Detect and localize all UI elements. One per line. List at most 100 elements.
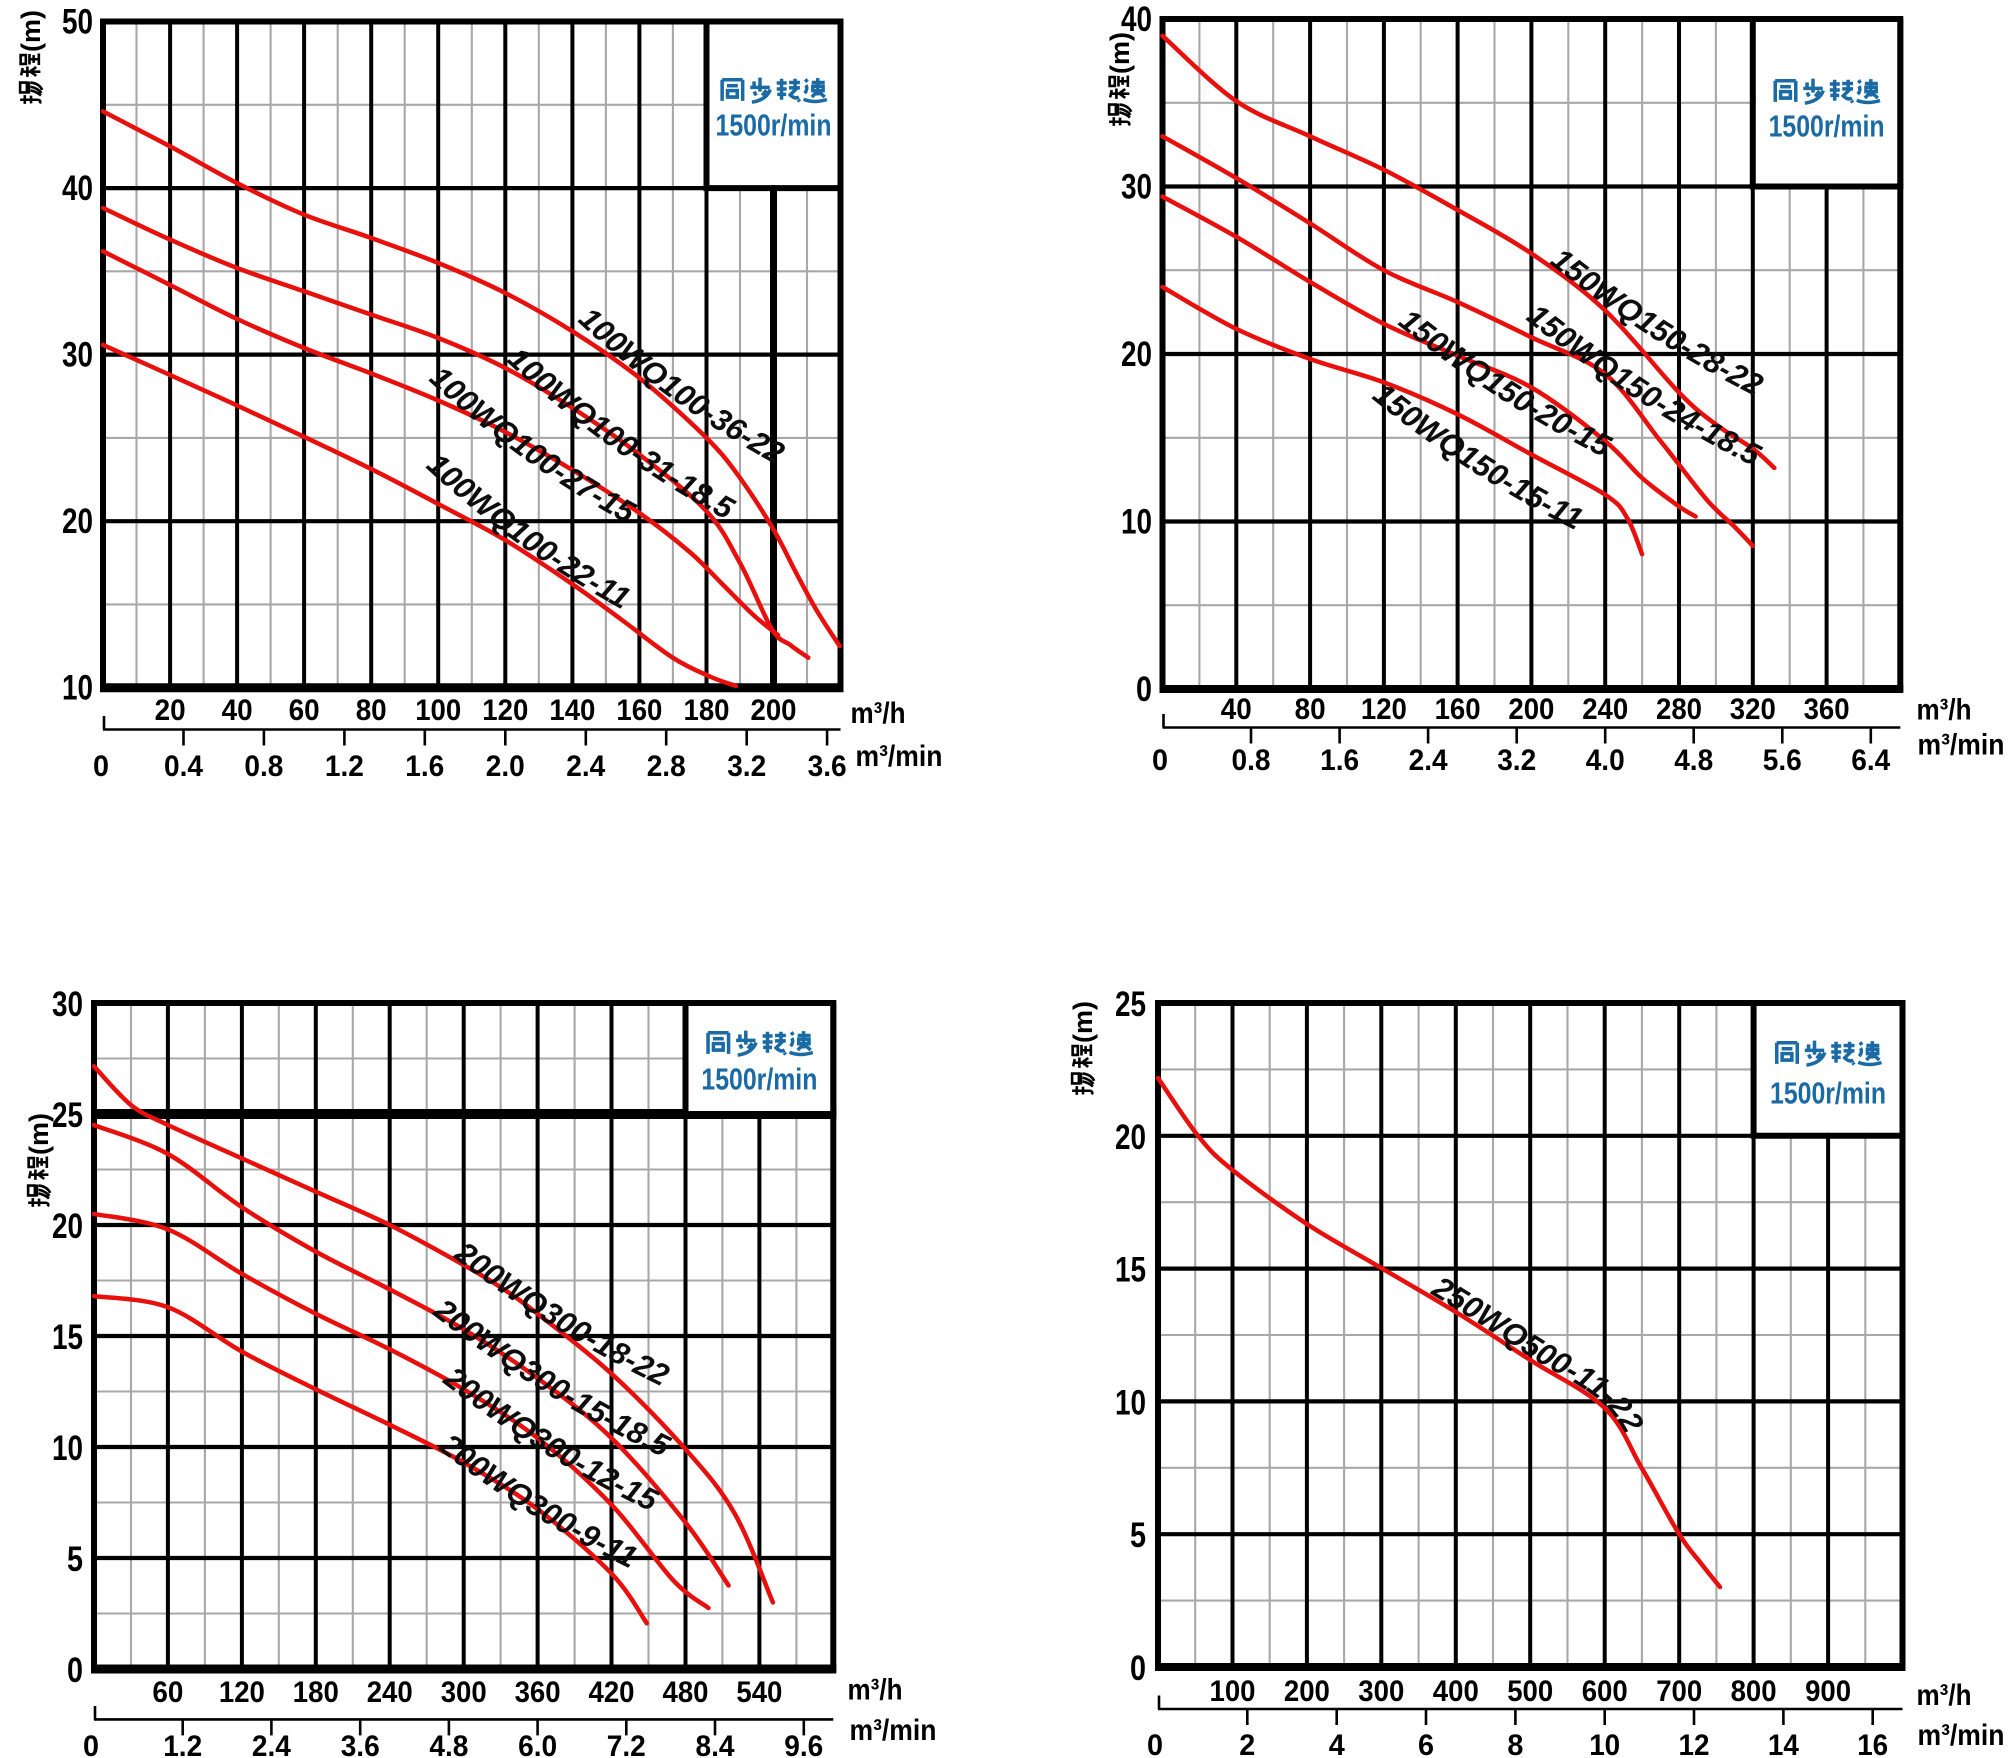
svg-text:3.6: 3.6 [808, 750, 847, 783]
svg-text:6.0: 6.0 [518, 1730, 557, 1758]
svg-text:0: 0 [1152, 744, 1168, 777]
svg-text:80: 80 [1295, 693, 1326, 726]
svg-text:250WQ500-11-22: 250WQ500-11-22 [1426, 1269, 1651, 1438]
svg-text:60: 60 [152, 1676, 183, 1709]
svg-text:0.8: 0.8 [1232, 744, 1271, 777]
svg-text:40: 40 [222, 694, 253, 727]
svg-text:240: 240 [1582, 693, 1628, 726]
svg-text:6.4: 6.4 [1851, 744, 1890, 777]
svg-text:300: 300 [1358, 1675, 1404, 1708]
svg-text:20: 20 [1121, 335, 1152, 374]
svg-text:160: 160 [616, 694, 662, 727]
svg-text:0: 0 [67, 1651, 83, 1690]
svg-text:60: 60 [289, 694, 320, 727]
svg-text:2: 2 [1239, 1729, 1255, 1758]
svg-text:30: 30 [1121, 168, 1152, 207]
svg-text:400: 400 [1433, 1675, 1479, 1708]
svg-text:(m): (m) [1105, 32, 1135, 74]
svg-text:180: 180 [293, 1676, 339, 1709]
svg-text:360: 360 [515, 1676, 561, 1709]
svg-text:30: 30 [52, 985, 83, 1024]
svg-text:10: 10 [1121, 503, 1152, 542]
svg-text:1500r/min: 1500r/min [716, 108, 832, 143]
svg-text:120: 120 [482, 694, 528, 727]
svg-text:8.4: 8.4 [696, 1730, 735, 1758]
svg-text:2.4: 2.4 [252, 1730, 291, 1758]
svg-text:20: 20 [52, 1207, 83, 1246]
svg-text:4.0: 4.0 [1586, 744, 1625, 777]
svg-text:(m): (m) [16, 10, 46, 52]
svg-text:(m): (m) [1068, 1001, 1098, 1043]
svg-text:240: 240 [367, 1676, 413, 1709]
svg-text:280: 280 [1656, 693, 1702, 726]
svg-text:40: 40 [1121, 0, 1152, 39]
svg-text:0: 0 [93, 750, 109, 783]
svg-text:2.4: 2.4 [566, 750, 605, 783]
svg-text:10: 10 [62, 669, 93, 708]
svg-text:5: 5 [67, 1540, 83, 1579]
svg-text:m³/h: m³/h [1917, 1679, 1972, 1712]
svg-text:5: 5 [1130, 1516, 1146, 1555]
svg-text:200WQ300-18-22: 200WQ300-18-22 [448, 1234, 674, 1393]
svg-text:4: 4 [1329, 1729, 1345, 1758]
svg-text:900: 900 [1805, 1675, 1851, 1708]
svg-text:200: 200 [1284, 1675, 1330, 1708]
svg-text:420: 420 [589, 1676, 635, 1709]
svg-text:25: 25 [1115, 985, 1146, 1024]
svg-text:1.6: 1.6 [405, 750, 444, 783]
svg-text:12: 12 [1679, 1729, 1710, 1758]
svg-text:3.2: 3.2 [727, 750, 766, 783]
svg-text:80: 80 [356, 694, 387, 727]
svg-text:4.8: 4.8 [1674, 744, 1713, 777]
svg-text:2.4: 2.4 [1409, 744, 1448, 777]
svg-text:20: 20 [1115, 1118, 1146, 1157]
svg-text:m³/min: m³/min [1918, 1719, 2005, 1752]
svg-text:300: 300 [441, 1676, 487, 1709]
svg-text:10: 10 [1589, 1729, 1620, 1758]
svg-text:15: 15 [1115, 1251, 1146, 1290]
svg-text:30: 30 [62, 336, 93, 375]
svg-text:m³/h: m³/h [1917, 694, 1972, 727]
svg-text:500: 500 [1507, 1675, 1553, 1708]
svg-text:100: 100 [1210, 1675, 1256, 1708]
svg-text:7.2: 7.2 [607, 1730, 646, 1758]
svg-text:m³/h: m³/h [851, 697, 906, 730]
svg-text:m³/h: m³/h [848, 1674, 903, 1707]
svg-text:200: 200 [1508, 693, 1554, 726]
svg-text:800: 800 [1731, 1675, 1777, 1708]
svg-text:0.4: 0.4 [164, 750, 203, 783]
svg-text:2.0: 2.0 [486, 750, 525, 783]
svg-text:m³/min: m³/min [1918, 728, 2005, 761]
svg-text:0: 0 [1130, 1649, 1146, 1688]
svg-text:1.6: 1.6 [1320, 744, 1359, 777]
svg-text:0: 0 [1136, 670, 1152, 709]
svg-text:40: 40 [1221, 693, 1252, 726]
svg-text:15: 15 [52, 1318, 83, 1357]
svg-text:1500r/min: 1500r/min [701, 1062, 817, 1097]
svg-text:0: 0 [1147, 1729, 1163, 1758]
svg-text:180: 180 [684, 694, 730, 727]
svg-text:1500r/min: 1500r/min [1770, 1076, 1886, 1111]
svg-text:9.6: 9.6 [784, 1730, 823, 1758]
svg-text:540: 540 [736, 1676, 782, 1709]
svg-text:700: 700 [1656, 1675, 1702, 1708]
svg-text:0: 0 [83, 1730, 99, 1758]
svg-text:40: 40 [62, 169, 93, 208]
svg-text:320: 320 [1730, 693, 1776, 726]
svg-text:4.8: 4.8 [429, 1730, 468, 1758]
svg-text:200: 200 [751, 694, 797, 727]
svg-text:1.2: 1.2 [163, 1730, 202, 1758]
svg-text:8: 8 [1507, 1729, 1523, 1758]
svg-text:20: 20 [155, 694, 186, 727]
svg-text:100: 100 [415, 694, 461, 727]
svg-text:150WQ150-28-22: 150WQ150-28-22 [1545, 241, 1769, 403]
svg-text:10: 10 [52, 1429, 83, 1468]
svg-text:50: 50 [62, 3, 93, 42]
svg-text:16: 16 [1857, 1729, 1888, 1758]
svg-text:160: 160 [1435, 693, 1481, 726]
svg-text:(m): (m) [24, 1113, 54, 1155]
svg-text:600: 600 [1582, 1675, 1628, 1708]
svg-text:140: 140 [549, 694, 595, 727]
svg-text:3.6: 3.6 [341, 1730, 380, 1758]
svg-text:100WQ100-22-11: 100WQ100-22-11 [420, 446, 636, 615]
